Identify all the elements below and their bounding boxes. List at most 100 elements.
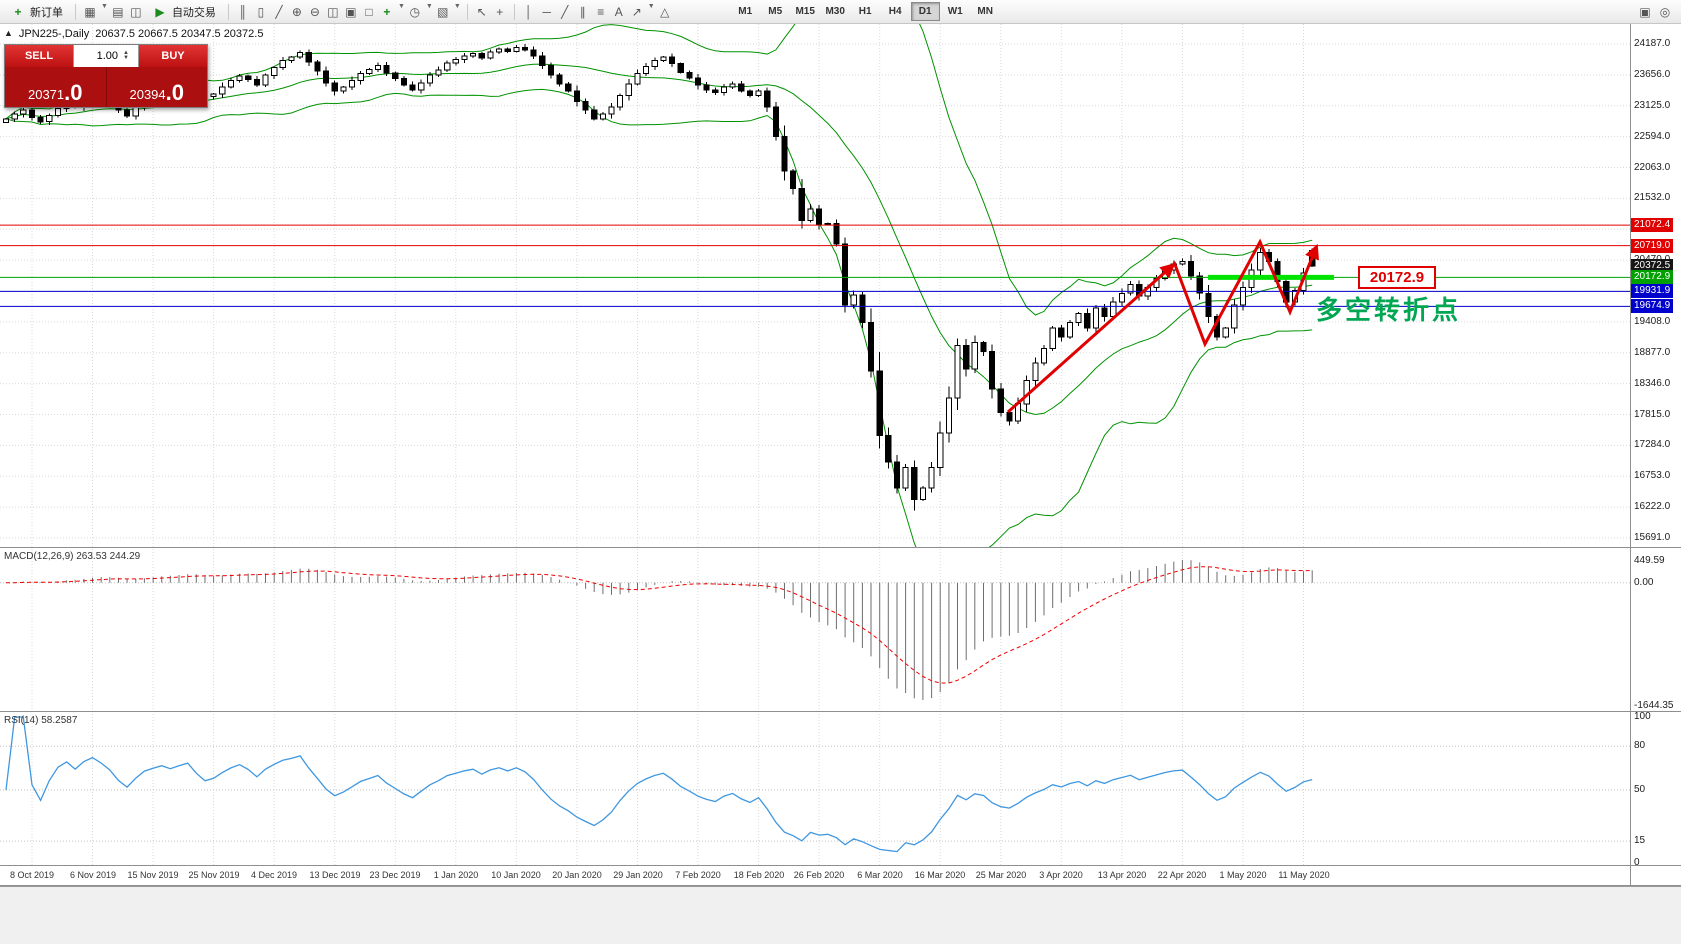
chart-title: ▲ JPN225-,Daily 20637.5 20667.5 20347.5 … [4, 28, 263, 40]
buy-price-main: 20394 [129, 87, 166, 102]
hline-price-badge: 19674.9 [1631, 299, 1674, 313]
price-axis-label: 17815.0 [1634, 409, 1671, 420]
price-axis-label: 17284.0 [1634, 439, 1671, 450]
hline-price-badge: 20172.9 [1631, 270, 1674, 284]
templates-icon[interactable]: ▧ [437, 4, 449, 19]
stepper-down-icon[interactable]: ▼ [123, 55, 129, 61]
price-axis-label: 24187.0 [1634, 38, 1671, 49]
crosshair-icon[interactable]: + [496, 4, 504, 19]
toolbar: + 新订单 ▦ ▼ ▤ ◫ ▶ 自动交易 ║ ▯ ╱ ⊕ ⊖ ◫ ▣ □ + ▼ ◷ ▼ ▧ ▼ ↖ + │ ─ ╱ ∥… [0, 0, 1681, 24]
timeframe-button-h4[interactable]: H4 [888, 6, 902, 17]
price-axis-label: 22063.0 [1634, 162, 1671, 173]
cascade-windows-icon[interactable]: ▣ [345, 4, 357, 19]
play-icon: ▶ [155, 4, 165, 19]
date-axis-label: 4 Dec 2019 [250, 870, 298, 880]
price-axis-label: 22594.0 [1634, 131, 1671, 142]
price-axis-label: 23125.0 [1634, 100, 1671, 111]
sell-price-frac: .0 [64, 80, 83, 105]
print-icon[interactable]: ▣ [1639, 4, 1651, 19]
buy-button[interactable]: BUY [139, 45, 207, 67]
tile-windows-icon[interactable]: ◫ [327, 4, 339, 19]
chevron-down-icon[interactable]: ▼ [397, 2, 405, 10]
chart-window[interactable]: ▲ JPN225-,Daily 20637.5 20667.5 20347.5 … [0, 24, 1681, 944]
date-axis-label: 25 Nov 2019 [188, 870, 240, 880]
timeframe-button-m30[interactable]: M30 [825, 6, 845, 17]
one-click-trading-panel: SELL ▲ ▼ BUY 20371 .0 20394 .0 [4, 44, 208, 108]
timeframe-button-d1[interactable]: D1 [910, 2, 940, 21]
stepper-up-icon[interactable]: ▲ [123, 50, 129, 56]
market-watch-icon[interactable]: ◫ [130, 4, 142, 19]
chevron-down-icon[interactable]: ▼ [647, 2, 655, 10]
date-axis-label: 3 Apr 2020 [1039, 870, 1083, 880]
current-price-badge: 20372.5 [1631, 259, 1674, 273]
hline-price-badge: 19931.9 [1631, 284, 1674, 298]
rsi-axis-label: 100 [1634, 711, 1651, 722]
buy-price[interactable]: 20394 .0 [105, 67, 208, 107]
hline-price-badge: 21072.4 [1631, 218, 1674, 232]
date-axis-label: 1 Jan 2020 [433, 870, 479, 880]
maximize-window-icon[interactable]: □ [365, 4, 373, 19]
price-callout-box[interactable]: 20172.9 [1358, 266, 1436, 289]
bar-chart-icon[interactable]: ║ [238, 4, 248, 19]
sell-price[interactable]: 20371 .0 [5, 67, 106, 107]
volume-input[interactable] [74, 49, 120, 63]
chevron-down-icon[interactable]: ▼ [453, 2, 461, 10]
toolbar-right-icons: ▣ ◎ [1637, 3, 1677, 21]
price-axis-label: 19408.0 [1634, 316, 1671, 327]
rsi-axis-label: 80 [1634, 740, 1646, 751]
sell-button[interactable]: SELL [5, 45, 73, 67]
macd-axis-label: 0.00 [1634, 577, 1654, 588]
new-order-button[interactable]: + 新订单 [4, 1, 69, 23]
chevron-down-icon[interactable]: ▼ [425, 2, 433, 10]
autotrade-button[interactable]: ▶ 自动交易 [146, 1, 222, 23]
price-axis-label: 18877.0 [1634, 347, 1671, 358]
toolbar-separator [466, 3, 468, 20]
timeframe-button-mn[interactable]: MN [977, 6, 993, 17]
indicators-icon[interactable]: + [383, 4, 391, 19]
trendline-icon[interactable]: ╱ [561, 4, 569, 19]
hline-price-badge: 20719.0 [1631, 239, 1674, 253]
new-chart-icon[interactable]: ▦ [84, 4, 96, 19]
sell-price-main: 20371 [27, 87, 65, 102]
candlestick-chart-icon[interactable]: ▯ [257, 4, 265, 19]
new-order-label: 新订单 [30, 6, 63, 19]
profiles-icon[interactable]: ▤ [112, 4, 124, 19]
date-axis-label: 1 May 2020 [1219, 870, 1267, 880]
print-preview-icon[interactable]: ◎ [1659, 4, 1671, 19]
price-axis-label: 16753.0 [1634, 470, 1671, 481]
horizontal-line-icon[interactable]: ─ [542, 4, 551, 19]
shapes-icon[interactable]: △ [660, 4, 670, 19]
timeframe-button-w1[interactable]: W1 [947, 6, 963, 17]
date-axis-label: 20 Jan 2020 [552, 870, 602, 880]
arrows-icon[interactable]: ↗ [631, 4, 642, 19]
macd-axis-label: -1644.35 [1634, 700, 1674, 711]
zoom-out-icon[interactable]: ⊖ [309, 4, 320, 19]
line-chart-icon[interactable]: ╱ [275, 4, 283, 19]
rsi-header: RSI(14) 58.2587 [4, 715, 78, 726]
periods-icon[interactable]: ◷ [409, 4, 421, 19]
date-axis-label: 7 Feb 2020 [675, 870, 721, 880]
fibonacci-icon[interactable]: ≡ [597, 4, 605, 19]
date-axis-label: 15 Nov 2019 [127, 870, 179, 880]
date-axis-label: 13 Dec 2019 [309, 870, 361, 880]
toolbar-separator [227, 3, 229, 20]
volume-stepper[interactable]: ▲ ▼ [120, 50, 132, 61]
rsi-axis-label: 15 [1634, 835, 1646, 846]
turning-point-label[interactable]: 多空转折点 [1316, 295, 1462, 325]
zoom-in-icon[interactable]: ⊕ [291, 4, 302, 19]
date-axis-label: 6 Nov 2019 [69, 870, 117, 880]
collapse-icon[interactable]: ▲ [4, 28, 13, 38]
timeframe-button-m5[interactable]: M5 [768, 6, 783, 17]
price-chart-canvas[interactable] [0, 24, 1681, 944]
chevron-down-icon[interactable]: ▼ [101, 2, 108, 10]
date-axis-label: 8 Oct 2019 [9, 870, 55, 880]
price-axis-label: 15691.0 [1634, 532, 1671, 543]
timeframe-button-m1[interactable]: M1 [738, 6, 753, 17]
text-label-icon[interactable]: A [614, 4, 623, 19]
vertical-line-icon[interactable]: │ [525, 4, 533, 19]
price-axis-label: 23656.0 [1634, 69, 1671, 80]
timeframe-button-m15[interactable]: M15 [795, 6, 815, 17]
channel-icon[interactable]: ∥ [579, 4, 586, 19]
cursor-icon[interactable]: ↖ [476, 4, 487, 19]
timeframe-button-h1[interactable]: H1 [858, 6, 872, 17]
